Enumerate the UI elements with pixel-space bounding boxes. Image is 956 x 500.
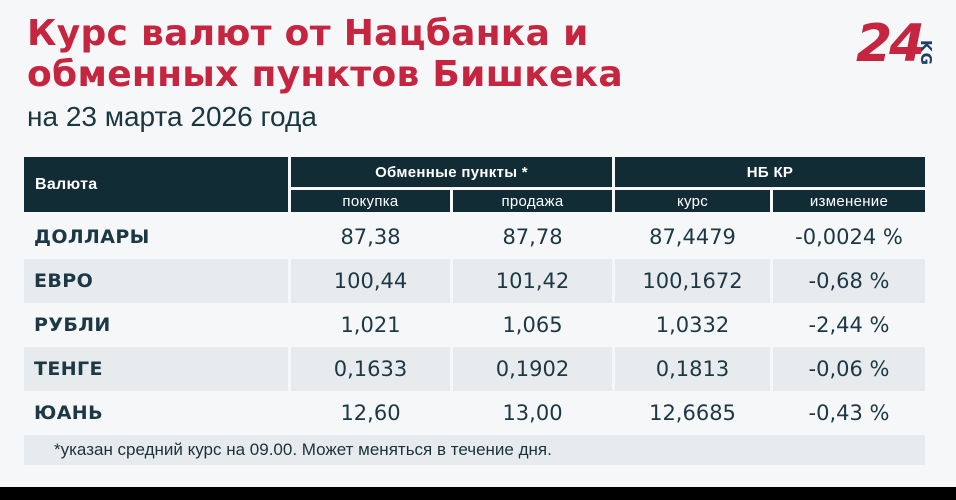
row-change-value: -0,43 % <box>808 401 890 425</box>
row-sell-value: 101,42 <box>453 259 612 303</box>
row-change-value: -0,0024 % <box>795 225 903 249</box>
page-title: Курс валют от Нацбанка и обменных пункто… <box>27 13 623 95</box>
row-sell-value: 13,00 <box>502 401 563 425</box>
row-sell-value: 0,1902 <box>453 347 612 391</box>
header-rate: курс <box>615 190 770 212</box>
row-buy-value: 12,60 <box>340 401 401 425</box>
header-sell: продажа <box>453 190 612 212</box>
row-change-value: -0,06 % <box>773 347 925 391</box>
footnote-band: *указан средний курс на 09.00. Может мен… <box>24 435 925 465</box>
header-buy: покупка <box>291 190 450 212</box>
header-change: изменение <box>773 190 925 212</box>
row-currency-label: РУБЛИ <box>34 314 111 336</box>
header-group-exchange-offices: Обменные пункты * <box>291 157 612 187</box>
row-buy-value: 87,38 <box>340 225 401 249</box>
table-row-yuan: ЮАНЬ 12,60 13,00 12,6685 -0,43 % <box>24 391 925 435</box>
row-rate-value: 87,4479 <box>649 225 736 249</box>
table-row-dollars: ДОЛЛАРЫ 87,38 87,78 87,4479 -0,0024 % <box>24 215 925 259</box>
page-title-line2: обменных пунктов Бишкека <box>27 54 623 95</box>
table-header: Валюта Обменные пункты * НБ КР покупка п… <box>24 157 925 212</box>
row-sell-value: 1,065 <box>502 313 563 337</box>
row-change-value: -0,68 % <box>773 259 925 303</box>
bottom-black-bar <box>0 487 956 500</box>
row-currency-label: ЮАНЬ <box>34 402 103 424</box>
row-buy-value: 100,44 <box>291 259 450 303</box>
table-row-rubles: РУБЛИ 1,021 1,065 1,0332 -2,44 % <box>24 303 925 347</box>
row-currency-label: ТЕНГЕ <box>24 347 288 391</box>
logo-kg-suffix: KG <box>917 40 936 66</box>
table-row-euro: ЕВРО 100,44 101,42 100,1672 -0,68 % <box>24 259 925 303</box>
row-buy-value: 0,1633 <box>291 347 450 391</box>
header-currency: Валюта <box>24 157 288 212</box>
row-rate-value: 12,6685 <box>649 401 736 425</box>
row-currency-label: ДОЛЛАРЫ <box>34 226 150 248</box>
row-sell-value: 87,78 <box>502 225 563 249</box>
page-subtitle: на 23 марта 2026 года <box>27 101 317 132</box>
brand-logo-24kg: 24 KG <box>856 14 936 78</box>
table-row-tenge: ТЕНГЕ 0,1633 0,1902 0,1813 -0,06 % <box>24 347 925 391</box>
currency-table: Валюта Обменные пункты * НБ КР покупка п… <box>24 157 925 465</box>
row-buy-value: 1,021 <box>340 313 401 337</box>
row-rate-value: 100,1672 <box>615 259 770 303</box>
row-currency-label: ЕВРО <box>24 259 288 303</box>
footnote-text: *указан средний курс на 09.00. Может мен… <box>54 440 552 459</box>
row-rate-value: 0,1813 <box>615 347 770 391</box>
row-change-value: -2,44 % <box>808 313 890 337</box>
header-group-nbkr: НБ КР <box>615 157 925 187</box>
page-title-line1: Курс валют от Нацбанка и <box>27 13 589 54</box>
row-rate-value: 1,0332 <box>655 313 730 337</box>
logo-24-mark: 24 <box>856 14 925 74</box>
